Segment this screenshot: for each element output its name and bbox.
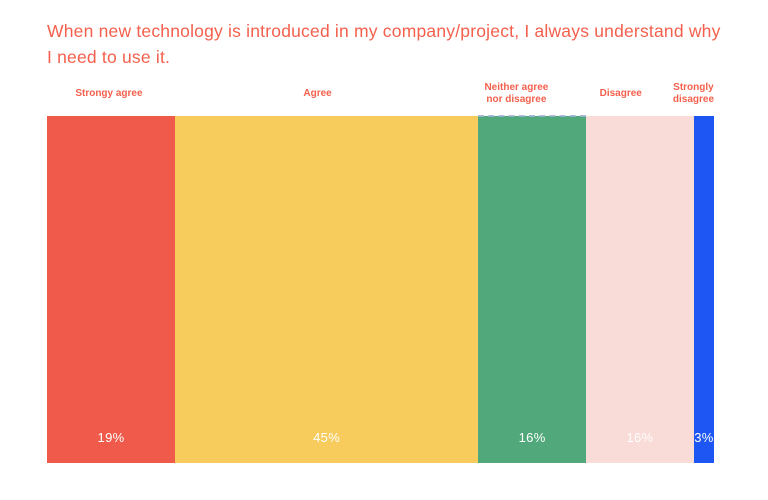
bar-segment-strongly-disagree[interactable]: 3% bbox=[693, 116, 715, 463]
value-label-neither-agree-nor-disagree: 16% bbox=[518, 430, 546, 445]
category-label-disagree: Disagree bbox=[599, 87, 642, 99]
value-label-strongy-agree: 19% bbox=[97, 430, 125, 445]
bar-segment-agree[interactable]: 45% bbox=[175, 116, 479, 463]
stacked-bar: 19% 45% 16% 16% 3% bbox=[47, 115, 715, 463]
category-label-strongy-agree: Strongy agree bbox=[75, 87, 143, 99]
category-label-strongly-disagree: Strongly disagree bbox=[672, 81, 715, 106]
value-label-agree: 45% bbox=[313, 430, 341, 445]
bar-segment-neither-agree-nor-disagree[interactable]: 16% bbox=[478, 115, 586, 463]
category-labels-row: Strongy agree Agree Neither agree nor disa… bbox=[47, 76, 714, 112]
segment-selection-dashed-outline bbox=[478, 115, 586, 117]
category-label-agree: Agree bbox=[303, 87, 332, 99]
chart-title: When new technology is introduced in my … bbox=[47, 21, 721, 68]
bar-segment-disagree[interactable]: 16% bbox=[586, 116, 694, 463]
value-label-strongly-disagree: 3% bbox=[694, 430, 714, 445]
bar-segment-strongy-agree[interactable]: 19% bbox=[47, 116, 176, 463]
category-label-neither-agree-nor-disagree: Neither agree nor disagree bbox=[484, 81, 549, 106]
value-label-disagree: 16% bbox=[626, 430, 654, 445]
